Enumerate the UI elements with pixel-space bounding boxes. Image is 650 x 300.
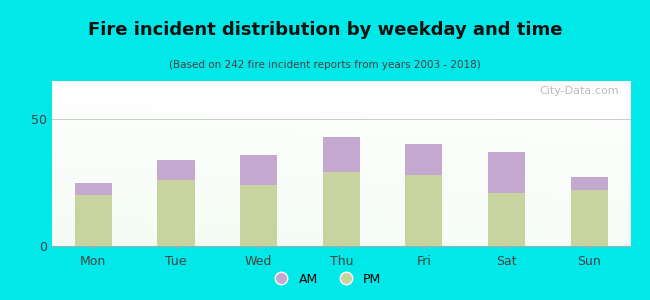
Bar <box>488 193 525 246</box>
Bar <box>75 195 112 246</box>
Bar <box>406 175 443 246</box>
Bar <box>322 172 360 246</box>
Bar <box>240 185 277 246</box>
Text: City-Data.com: City-Data.com <box>540 86 619 96</box>
Text: (Based on 242 fire incident reports from years 2003 - 2018): (Based on 242 fire incident reports from… <box>169 60 481 70</box>
Bar <box>157 180 194 246</box>
Bar <box>571 178 608 190</box>
Bar <box>240 154 277 185</box>
Bar <box>406 145 443 175</box>
Legend: AM, PM: AM, PM <box>264 268 386 291</box>
Bar <box>571 190 608 246</box>
Bar <box>157 160 194 180</box>
Bar <box>322 137 360 172</box>
Text: Fire incident distribution by weekday and time: Fire incident distribution by weekday an… <box>88 21 562 39</box>
Bar <box>488 152 525 193</box>
Bar <box>75 182 112 195</box>
